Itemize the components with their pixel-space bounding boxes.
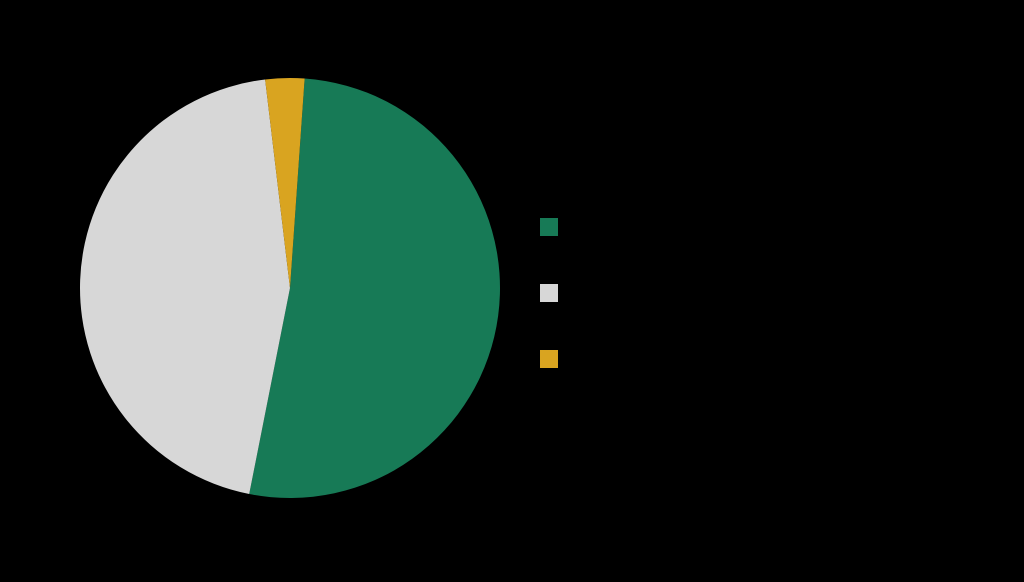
legend-item-2 (540, 350, 572, 368)
legend-swatch-2 (540, 350, 558, 368)
pie-slice-1 (80, 79, 290, 494)
pie-svg (0, 0, 1024, 577)
pie-chart (0, 0, 1024, 582)
legend-item-1 (540, 284, 572, 302)
legend-item-0 (540, 218, 572, 236)
legend (540, 218, 572, 368)
legend-swatch-1 (540, 284, 558, 302)
chart-stage (0, 0, 1024, 577)
legend-swatch-0 (540, 218, 558, 236)
